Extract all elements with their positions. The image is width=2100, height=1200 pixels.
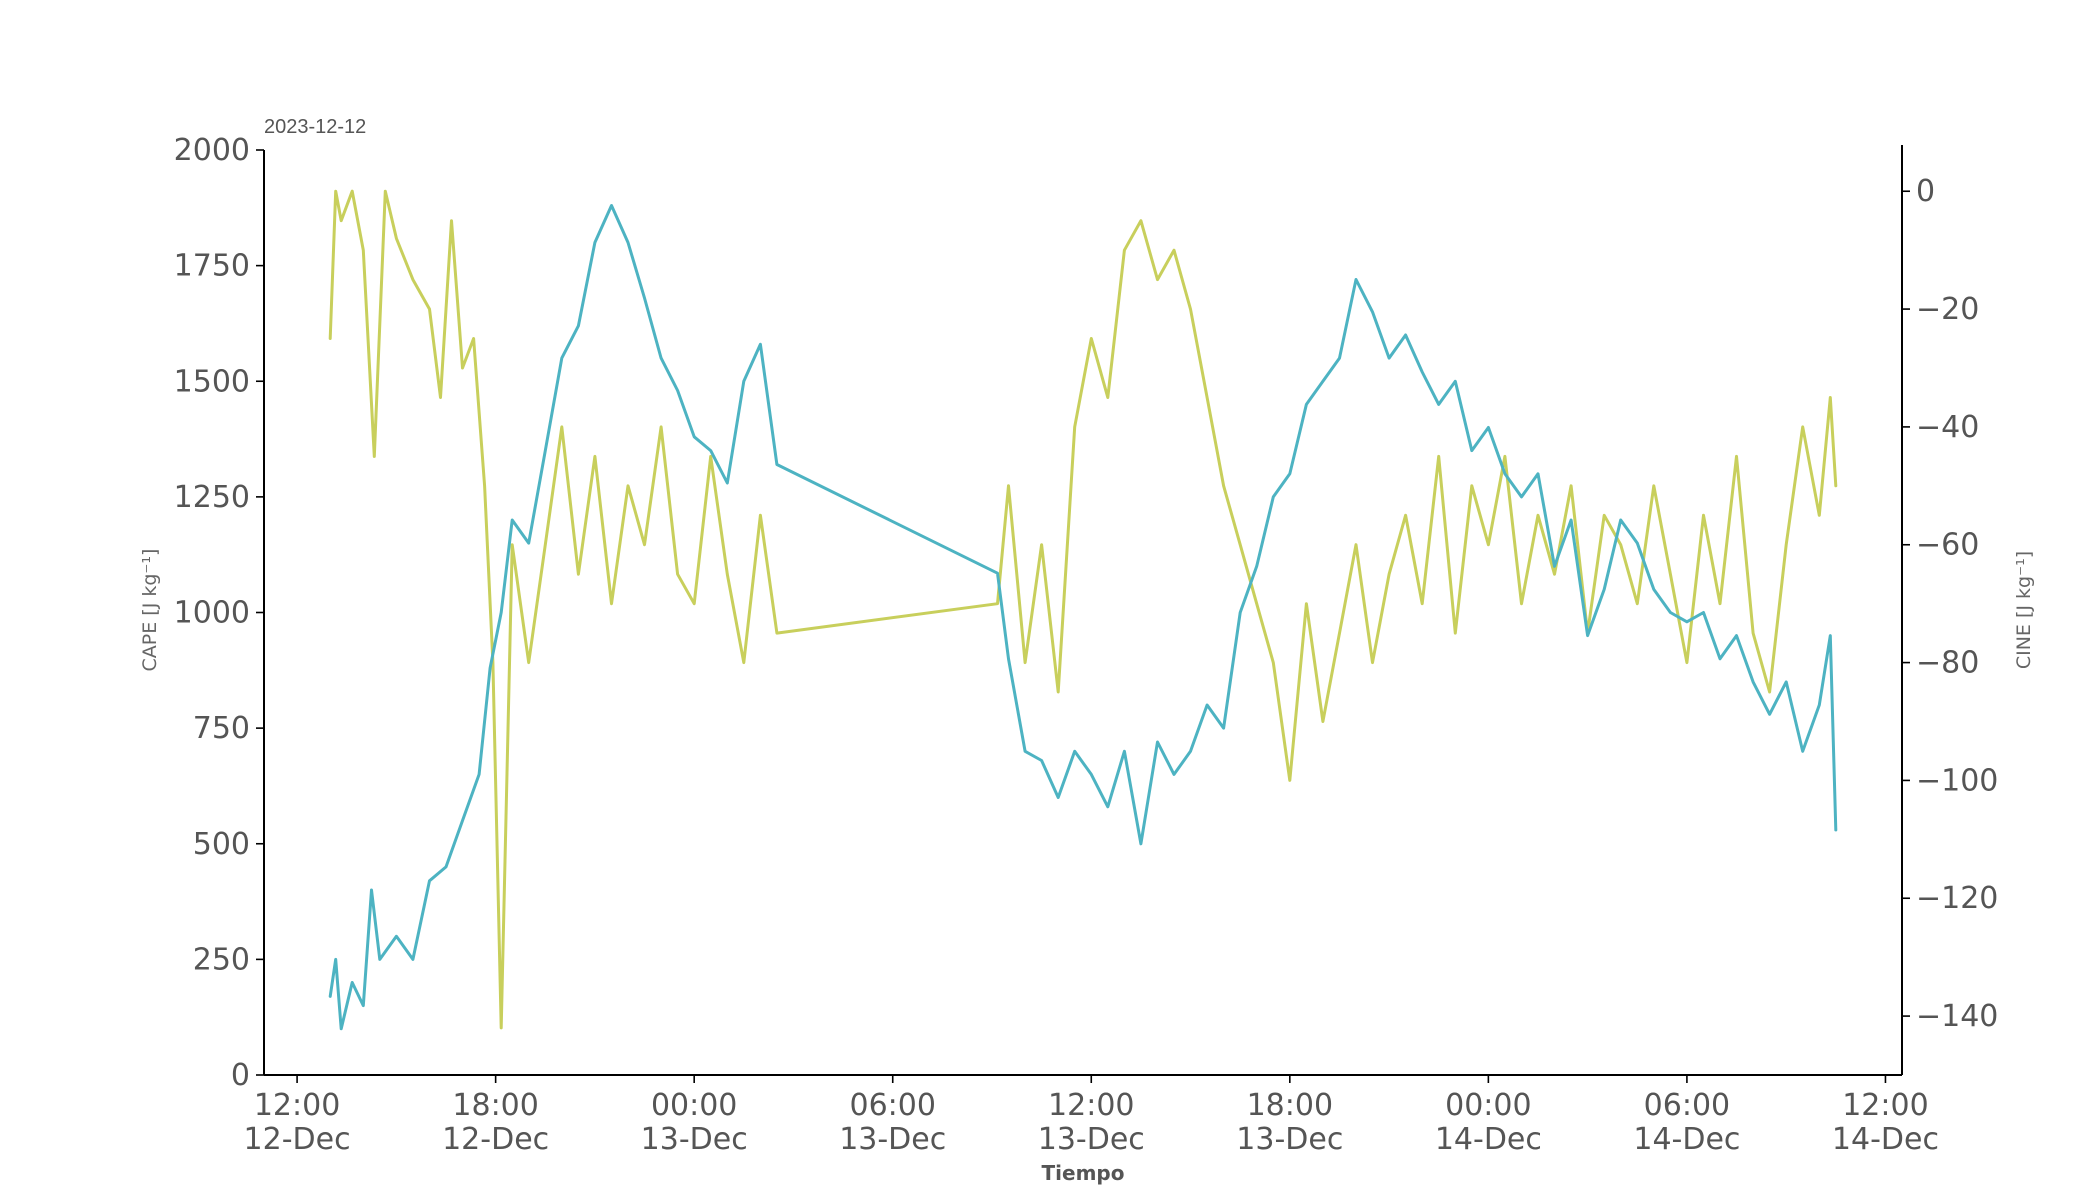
y-left-tick-label: 500 [193, 827, 250, 862]
y-left-tick-label: 0 [231, 1058, 250, 1093]
x-tick-label-date: 14-Dec [1832, 1122, 1939, 1157]
series-layer [328, 189, 1838, 1031]
x-tick-label-time: 18:00 [452, 1088, 538, 1123]
x-tick-label-time: 00:00 [651, 1088, 737, 1123]
y-left-tick-label: 1750 [174, 249, 250, 284]
cape-series-line [328, 204, 1838, 1031]
x-tick-label-time: 06:00 [1644, 1088, 1730, 1123]
x-axis-label: Tiempo [1042, 1161, 1125, 1185]
y-left-tick-label: 1000 [174, 596, 250, 631]
chart-title-date: 2023-12-12 [264, 116, 366, 138]
x-tick-label-time: 06:00 [849, 1088, 935, 1123]
x-tick-label-time: 18:00 [1247, 1088, 1333, 1123]
y-left-tick-label: 250 [193, 942, 250, 977]
y-right-tick-label: −140 [1916, 999, 1998, 1034]
y-right-tick-label: 0 [1916, 174, 1935, 209]
labels: 2023-12-12 Tiempo CAPE [J kg⁻¹] CINE [J … [139, 116, 2035, 1185]
x-tick-label-time: 00:00 [1445, 1088, 1531, 1123]
y-right-tick-label: −60 [1916, 528, 1979, 563]
y-right-tick-label: −20 [1916, 292, 1979, 327]
x-tick-label-date: 13-Dec [641, 1122, 748, 1157]
x-tick-label-time: 12:00 [254, 1088, 340, 1123]
y-left-tick-label: 1500 [174, 364, 250, 399]
y-left-tick-label: 750 [193, 711, 250, 746]
y-right-tick-label: −120 [1916, 881, 1998, 916]
x-tick-label-date: 13-Dec [839, 1122, 946, 1157]
y-left-tick-label: 1250 [174, 480, 250, 515]
y-left-tick-label: 2000 [174, 133, 250, 168]
x-tick-label-date: 13-Dec [1236, 1122, 1343, 1157]
x-tick-label-date: 12-Dec [244, 1122, 351, 1157]
y-axis-right-label: CINE [J kg⁻¹] [2013, 551, 2035, 669]
x-tick-label-date: 14-Dec [1633, 1122, 1740, 1157]
x-tick-label-time: 12:00 [1048, 1088, 1134, 1123]
cine-series-line [328, 189, 1838, 1030]
x-tick-label-date: 12-Dec [442, 1122, 549, 1157]
y-right-tick-label: −80 [1916, 646, 1979, 681]
axes: 0 250 500 750 1000 1250 1500 1750 2000 0 −20 −40 −60… [174, 133, 1999, 1157]
y-axis-left-label: CAPE [J kg⁻¹] [139, 549, 161, 672]
x-tick-label-date: 14-Dec [1435, 1122, 1542, 1157]
x-tick-label-date: 13-Dec [1038, 1122, 1145, 1157]
x-tick-label-time: 12:00 [1842, 1088, 1928, 1123]
y-right-tick-label: −100 [1916, 763, 1998, 798]
y-right-tick-label: −40 [1916, 410, 1979, 445]
